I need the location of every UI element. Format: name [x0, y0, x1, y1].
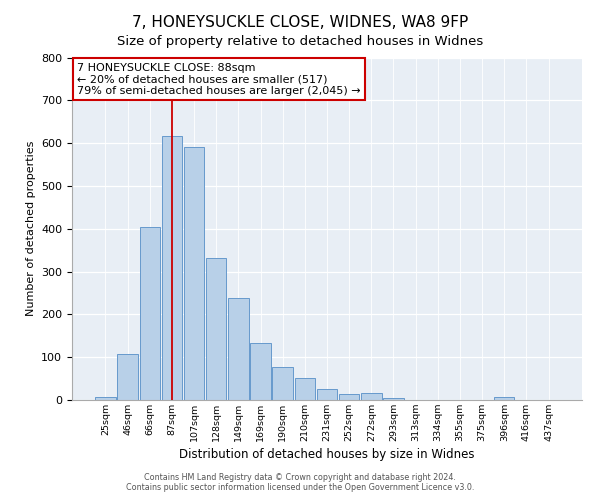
Bar	[184, 147, 204, 400]
Bar	[118, 354, 138, 400]
Bar	[295, 378, 315, 400]
Bar	[383, 398, 404, 400]
Bar	[161, 136, 182, 400]
Bar	[95, 396, 116, 400]
Bar	[250, 343, 271, 400]
Text: Size of property relative to detached houses in Widnes: Size of property relative to detached ho…	[117, 35, 483, 48]
Bar	[206, 258, 226, 400]
Bar	[339, 394, 359, 400]
Bar	[228, 298, 248, 400]
Bar	[140, 227, 160, 400]
Text: 7 HONEYSUCKLE CLOSE: 88sqm
← 20% of detached houses are smaller (517)
79% of sem: 7 HONEYSUCKLE CLOSE: 88sqm ← 20% of deta…	[77, 62, 361, 96]
Bar	[494, 396, 514, 400]
Bar	[272, 367, 293, 400]
Bar	[317, 389, 337, 400]
Bar	[361, 392, 382, 400]
X-axis label: Distribution of detached houses by size in Widnes: Distribution of detached houses by size …	[179, 448, 475, 461]
Y-axis label: Number of detached properties: Number of detached properties	[26, 141, 35, 316]
Text: 7, HONEYSUCKLE CLOSE, WIDNES, WA8 9FP: 7, HONEYSUCKLE CLOSE, WIDNES, WA8 9FP	[132, 15, 468, 30]
Text: Contains HM Land Registry data © Crown copyright and database right 2024.
Contai: Contains HM Land Registry data © Crown c…	[126, 473, 474, 492]
